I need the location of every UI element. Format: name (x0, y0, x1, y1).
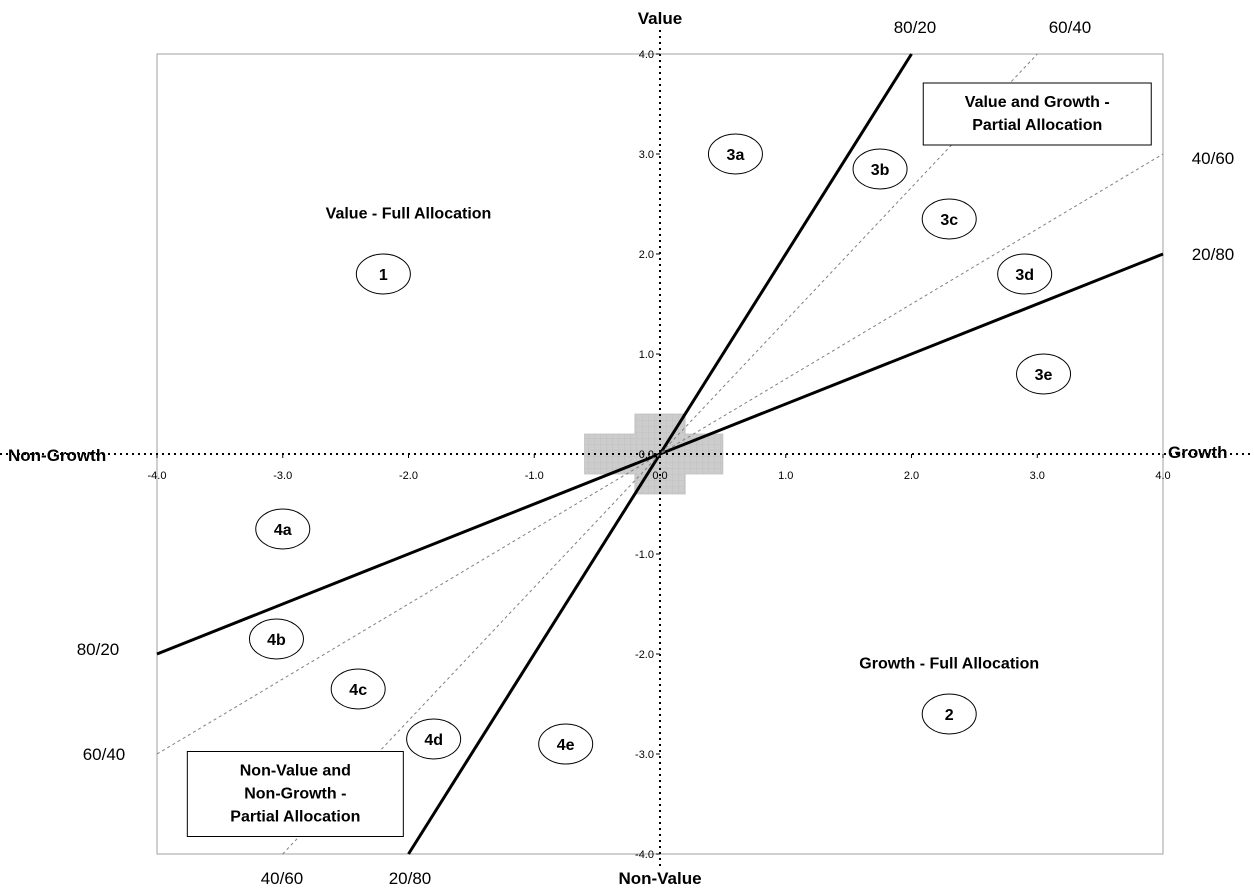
region-marker-label: 2 (945, 707, 954, 724)
y-tick-label: 3.0 (639, 149, 654, 161)
region-marker-3e: 3e (1016, 353, 1072, 395)
region-marker-3a: 3a (707, 133, 763, 175)
axis-label-right: Growth (1168, 443, 1228, 462)
line-ratio-label: 60/40 (83, 745, 126, 764)
x-tick-label: 1.0 (778, 470, 793, 482)
axis-label-bottom: Non-Value (618, 869, 701, 888)
axis-label-top: Value (638, 9, 682, 28)
region-marker-label: 4a (274, 522, 292, 539)
line-ratio-label: 20/80 (1192, 245, 1235, 264)
region-marker-label: 4e (557, 737, 575, 754)
region-title: Growth - Full Allocation (859, 656, 1039, 673)
region-marker-ellipse (248, 618, 304, 660)
region-marker-ellipse (852, 148, 908, 190)
region-marker-ellipse (406, 718, 462, 760)
line-ratio-label: 40/60 (261, 869, 304, 888)
region-marker-ellipse (355, 253, 411, 295)
y-tick-label: 2.0 (639, 249, 654, 261)
x-tick-label: 3.0 (1030, 470, 1045, 482)
region-marker-4b: 4b (248, 618, 304, 660)
x-tick-label: 0.0 (652, 470, 667, 482)
y-tick-label: 1.0 (639, 349, 654, 361)
region-marker-4a: 4a (255, 508, 311, 550)
region-marker-ellipse (538, 723, 594, 765)
x-tick-label: -3.0 (273, 470, 292, 482)
region-title: Value - Full Allocation (326, 206, 492, 223)
region-title: Value and Growth -Partial Allocation (965, 94, 1110, 134)
region-marker-3b: 3b (852, 148, 908, 190)
region-marker-label: 4d (424, 732, 443, 749)
line-ratio-label: 80/20 (77, 640, 120, 659)
region-marker-ellipse (255, 508, 311, 550)
line-ratio-label: 20/80 (389, 869, 432, 888)
region-title-box (922, 82, 1152, 146)
region-marker-label: 3c (940, 212, 958, 229)
region-marker-label: 1 (379, 267, 388, 284)
y-tick-label: -4.0 (635, 849, 654, 861)
region-marker-ellipse (1016, 353, 1072, 395)
region-marker-label: 3e (1035, 367, 1053, 384)
region-title-box (186, 751, 404, 837)
region-marker-1: 1 (355, 253, 411, 295)
axis-label-left: Non-Growth (8, 446, 106, 465)
region-marker-label: 3a (727, 147, 745, 164)
line-ratio-label: 40/60 (1192, 149, 1235, 168)
region-title: Non-Value and Non-Growth -Partial Allocat… (230, 763, 360, 826)
x-tick-label: -4.0 (148, 470, 167, 482)
region-marker-label: 4c (349, 682, 367, 699)
region-marker-3d: 3d (997, 253, 1053, 295)
region-marker-4c: 4c (330, 668, 386, 710)
x-tick-label: 4.0 (1155, 470, 1170, 482)
region-marker-3c: 3c (921, 198, 977, 240)
x-tick-label: -2.0 (399, 470, 418, 482)
region-marker-2: 2 (921, 693, 977, 735)
x-tick-label: -1.0 (525, 470, 544, 482)
region-marker-4d: 4d (406, 718, 462, 760)
region-marker-ellipse (921, 198, 977, 240)
y-tick-label: -3.0 (635, 749, 654, 761)
y-tick-label: 0.0 (639, 449, 654, 461)
line-ratio-label: 60/40 (1049, 18, 1092, 37)
y-tick-label: -2.0 (635, 649, 654, 661)
region-marker-label: 3d (1015, 267, 1034, 284)
region-marker-ellipse (921, 693, 977, 735)
region-marker-ellipse (707, 133, 763, 175)
line-ratio-label: 80/20 (894, 18, 937, 37)
y-tick-label: -1.0 (635, 549, 654, 561)
region-marker-label: 4b (267, 632, 286, 649)
region-marker-label: 3b (871, 162, 890, 179)
region-marker-ellipse (330, 668, 386, 710)
center-neutral-zone (584, 413, 724, 495)
x-tick-label: 2.0 (904, 470, 919, 482)
region-marker-ellipse (997, 253, 1053, 295)
y-tick-label: 4.0 (639, 49, 654, 61)
region-marker-4e: 4e (538, 723, 594, 765)
